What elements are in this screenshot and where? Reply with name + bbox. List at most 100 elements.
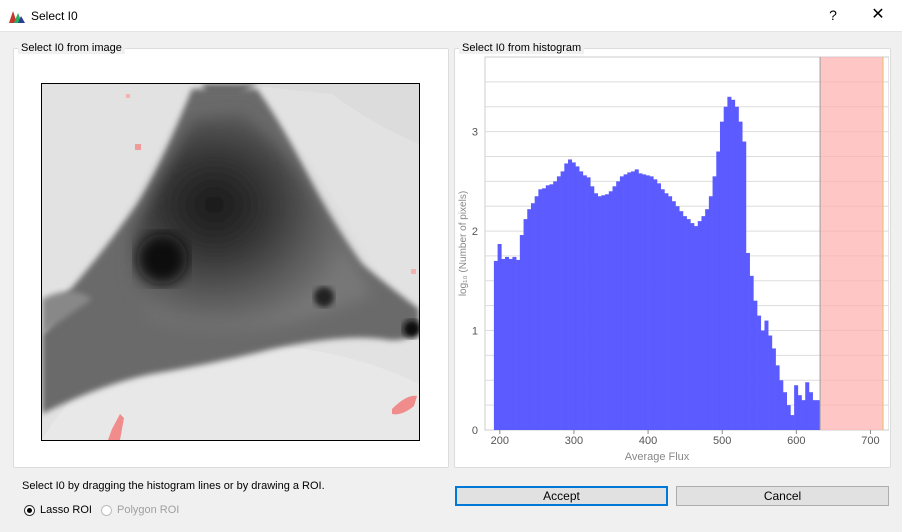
histogram-bar — [608, 191, 613, 430]
histogram-bar — [497, 243, 502, 430]
histogram-bar — [771, 348, 776, 430]
histogram-bar — [545, 185, 550, 430]
histogram-bar — [527, 209, 532, 430]
histogram-bar — [782, 392, 788, 430]
histogram-bar — [757, 315, 762, 430]
lasso-roi-radio[interactable] — [24, 504, 35, 516]
histogram-bar — [508, 258, 513, 430]
histogram-bar — [675, 206, 680, 430]
histogram-bar — [801, 400, 806, 430]
x-axis-label: Average Flux — [625, 451, 690, 463]
histogram-bar — [568, 159, 573, 430]
histogram-bar — [794, 385, 799, 430]
histogram-bar — [697, 221, 702, 430]
histogram-bar — [727, 96, 732, 430]
histogram-bar — [575, 166, 580, 430]
histogram-bar — [586, 177, 591, 430]
histogram-bar — [760, 330, 765, 430]
histogram-bar — [664, 193, 669, 430]
x-tick-label: 700 — [861, 435, 879, 447]
histogram-bar — [653, 179, 658, 430]
sample-image[interactable] — [41, 83, 420, 441]
histogram-bar — [597, 196, 602, 430]
histogram-bar — [731, 99, 736, 431]
histogram-bar — [701, 216, 706, 430]
y-tick-label: 2 — [472, 226, 478, 238]
histogram-bar — [523, 219, 528, 430]
histogram-bar — [605, 194, 610, 430]
histogram-bar — [656, 183, 661, 430]
histogram-bar — [790, 415, 795, 430]
histogram-bar — [642, 174, 647, 430]
histogram-bar — [556, 176, 561, 430]
image-panel-label: Select I0 from image — [18, 42, 125, 54]
lasso-roi-option[interactable]: Lasso ROI — [24, 503, 92, 517]
sample-image-graphic — [42, 84, 419, 440]
close-button[interactable]: ✕ — [871, 6, 885, 23]
x-tick-label: 400 — [639, 435, 657, 447]
histogram-bar — [668, 196, 673, 430]
histogram-bar — [534, 196, 539, 430]
histogram-bar — [686, 219, 691, 430]
histogram-bar — [505, 256, 510, 430]
histogram-bar — [723, 106, 728, 430]
polygon-roi-radio[interactable] — [101, 504, 112, 516]
histogram-bar — [745, 252, 750, 430]
histogram-bar — [634, 169, 639, 430]
y-tick-label: 3 — [472, 127, 478, 139]
histogram-bar — [682, 216, 687, 430]
histogram-bar — [812, 400, 817, 430]
polygon-roi-label: Polygon ROI — [117, 504, 180, 516]
histogram-bar — [742, 141, 747, 430]
histogram-bar — [579, 171, 584, 430]
y-tick-label: 0 — [472, 425, 478, 437]
histogram-bar — [690, 223, 695, 430]
histogram-bar — [705, 209, 710, 430]
histogram-bar — [660, 189, 665, 430]
instruction-text: Select I0 by dragging the histogram line… — [22, 480, 325, 492]
histogram-bar — [593, 193, 598, 430]
y-tick-label: 1 — [472, 326, 478, 338]
y-axis-label: log₁₀ (Number of pixels) — [458, 191, 469, 296]
histogram-bar — [645, 175, 650, 430]
polygon-roi-option[interactable]: Polygon ROI — [101, 503, 179, 517]
histogram-bar — [734, 106, 739, 430]
histogram-bar — [786, 405, 791, 430]
histogram-bar — [560, 171, 565, 430]
histogram-bar — [590, 186, 595, 430]
histogram-bar — [512, 256, 517, 430]
histogram-bar — [797, 395, 802, 430]
x-tick-label: 600 — [787, 435, 805, 447]
histogram-bar — [753, 300, 758, 430]
selection-overlay — [820, 57, 884, 430]
histogram-bar — [631, 171, 636, 430]
accept-button[interactable]: Accept — [455, 486, 668, 506]
histogram-bar — [549, 184, 554, 430]
histogram-bar — [601, 195, 606, 430]
histogram-bar — [638, 173, 643, 430]
selection-region[interactable] — [820, 57, 884, 430]
histogram-bar — [542, 188, 547, 430]
histogram-bar — [564, 163, 569, 431]
histogram-bar — [708, 196, 713, 430]
histogram-bar — [749, 275, 754, 430]
histogram-bar — [712, 176, 717, 430]
window-title: Select I0 — [31, 9, 78, 23]
histogram-bar — [649, 176, 654, 430]
histogram-chart[interactable]: 200 300 400 500 600 700 0 1 2 3 Average Flux log₁₀ … — [455, 55, 889, 467]
histogram-bar — [716, 151, 721, 430]
cancel-button[interactable]: Cancel — [676, 486, 889, 506]
histogram-bar — [493, 260, 498, 430]
histogram-bar — [571, 162, 576, 430]
x-tick-label: 300 — [565, 435, 583, 447]
help-button[interactable]: ? — [829, 7, 837, 23]
histogram-bar — [775, 365, 780, 430]
histogram-bar — [808, 392, 813, 430]
histogram-bar — [719, 121, 724, 431]
histogram-bar — [805, 382, 810, 430]
histogram-bar — [671, 201, 676, 430]
histogram-bar — [619, 176, 624, 430]
histogram-bar — [612, 186, 617, 430]
x-tick-label: 500 — [713, 435, 731, 447]
app-logo-icon — [9, 11, 25, 23]
